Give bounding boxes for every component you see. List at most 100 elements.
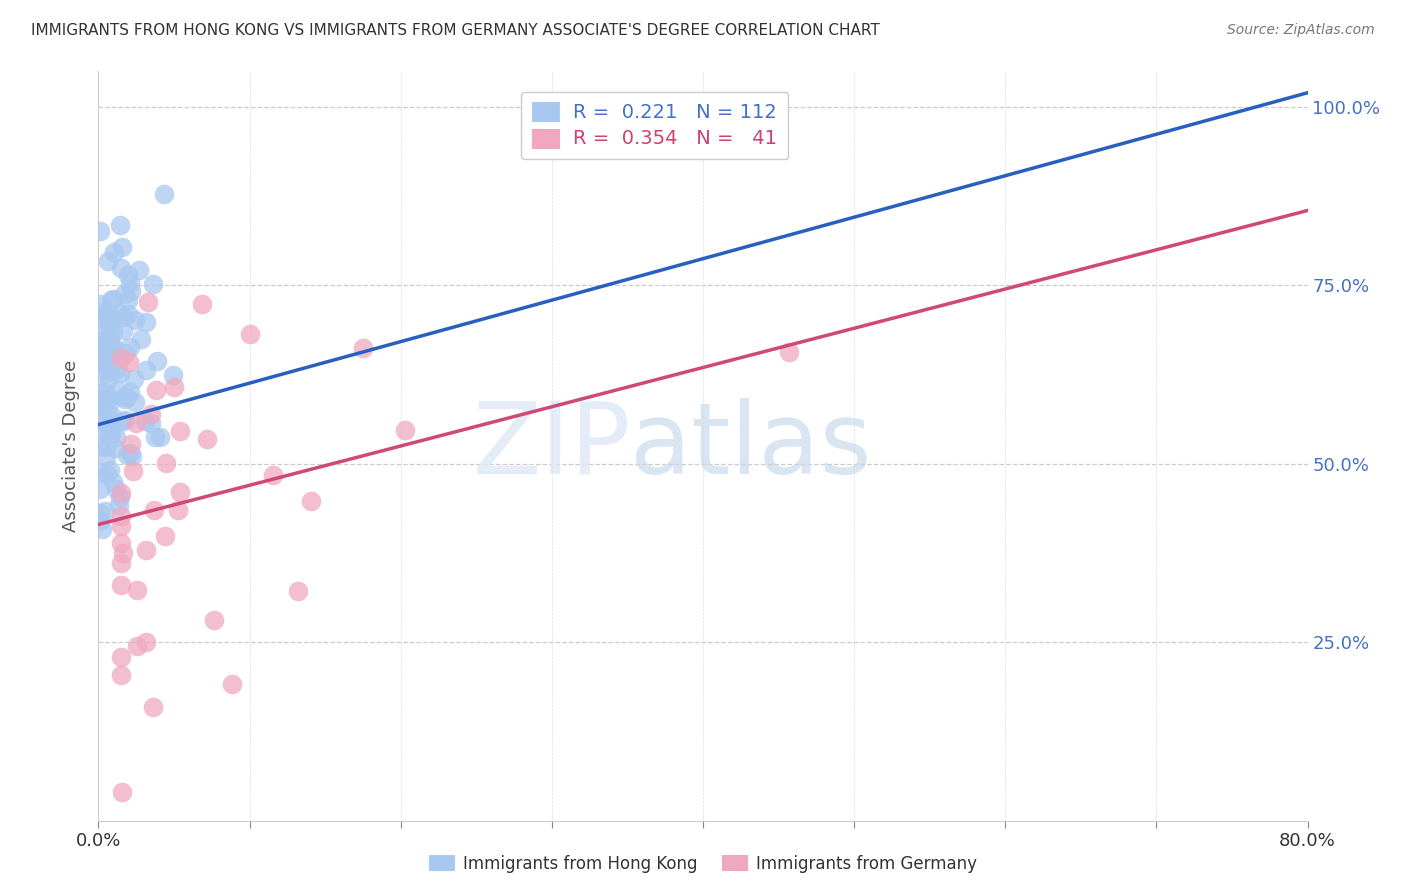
- Point: [91, 344, 114, 359]
- Point: [110, 667, 132, 681]
- Point: [91, 466, 114, 480]
- Point: [139, 408, 162, 422]
- Point: [163, 380, 186, 394]
- Point: [97, 253, 120, 268]
- Point: [101, 409, 124, 423]
- Text: Source: ZipAtlas.com: Source: ZipAtlas.com: [1227, 23, 1375, 37]
- Point: [112, 286, 135, 301]
- Point: [98, 395, 121, 409]
- Legend: R =  0.221   N = 112, R =  0.354   N =   41: R = 0.221 N = 112, R = 0.354 N = 41: [522, 92, 789, 159]
- Point: [98, 391, 121, 405]
- Point: [100, 293, 122, 307]
- Point: [110, 307, 132, 321]
- Point: [98, 332, 121, 346]
- Point: [96, 330, 118, 344]
- Point: [100, 344, 122, 359]
- Point: [262, 467, 284, 482]
- Point: [190, 297, 212, 311]
- Point: [104, 441, 127, 455]
- Point: [142, 277, 165, 291]
- Point: [120, 437, 142, 451]
- Point: [89, 506, 111, 520]
- Point: [89, 325, 111, 339]
- Point: [100, 351, 122, 365]
- Point: [110, 519, 132, 533]
- Point: [101, 324, 124, 338]
- Point: [136, 295, 159, 310]
- Point: [155, 456, 177, 470]
- Point: [97, 306, 120, 320]
- Point: [98, 317, 121, 331]
- Point: [97, 333, 120, 347]
- Point: [96, 417, 118, 431]
- Point: [108, 366, 131, 380]
- Point: [98, 361, 121, 376]
- Point: [105, 430, 128, 444]
- Point: [110, 490, 132, 504]
- Point: [112, 414, 135, 428]
- Point: [125, 416, 148, 430]
- Point: [134, 414, 156, 428]
- Point: [89, 368, 111, 383]
- Point: [124, 395, 146, 409]
- Point: [94, 504, 117, 518]
- Point: [111, 240, 134, 254]
- Point: [89, 394, 111, 409]
- Point: [101, 342, 124, 356]
- Point: [114, 413, 136, 427]
- Y-axis label: Associate's Degree: Associate's Degree: [62, 359, 80, 533]
- Point: [93, 349, 115, 363]
- Point: [100, 350, 122, 364]
- Point: [90, 386, 112, 401]
- Point: [145, 383, 167, 397]
- Point: [100, 427, 122, 442]
- Point: [202, 614, 225, 628]
- Point: [115, 448, 138, 462]
- Point: [105, 363, 128, 377]
- Point: [195, 432, 218, 446]
- Point: [93, 423, 115, 437]
- Point: [117, 307, 139, 321]
- Text: ZIP: ZIP: [472, 398, 630, 494]
- Point: [94, 396, 117, 410]
- Point: [167, 502, 190, 516]
- Point: [98, 463, 121, 477]
- Point: [118, 355, 141, 369]
- Point: [114, 346, 136, 360]
- Text: atlas: atlas: [630, 398, 872, 494]
- Point: [110, 509, 132, 524]
- Point: [299, 494, 322, 508]
- Legend: Immigrants from Hong Kong, Immigrants from Germany: Immigrants from Hong Kong, Immigrants fr…: [423, 848, 983, 880]
- Point: [112, 545, 135, 559]
- Point: [96, 348, 118, 362]
- Point: [121, 464, 143, 478]
- Point: [114, 392, 136, 406]
- Point: [120, 340, 142, 354]
- Point: [124, 312, 146, 326]
- Point: [91, 312, 114, 326]
- Point: [97, 409, 120, 424]
- Point: [89, 224, 111, 238]
- Point: [135, 315, 157, 329]
- Point: [135, 634, 157, 648]
- Point: [169, 485, 191, 500]
- Point: [103, 342, 125, 356]
- Point: [100, 422, 122, 436]
- Point: [118, 276, 141, 290]
- Point: [89, 399, 111, 413]
- Point: [94, 441, 117, 455]
- Point: [112, 390, 135, 404]
- Point: [145, 430, 167, 444]
- Point: [94, 384, 117, 399]
- Point: [148, 430, 170, 444]
- Point: [105, 482, 128, 496]
- Point: [117, 293, 139, 307]
- Point: [117, 268, 139, 283]
- Point: [287, 583, 309, 598]
- Point: [91, 304, 114, 318]
- Point: [110, 261, 132, 276]
- Point: [779, 345, 801, 359]
- Point: [135, 363, 157, 377]
- Point: [101, 292, 124, 306]
- Point: [100, 350, 122, 364]
